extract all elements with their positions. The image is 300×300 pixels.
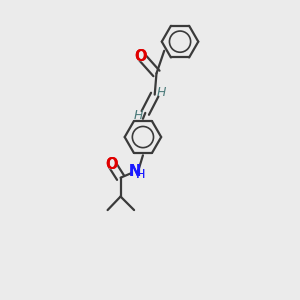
Text: H: H [134, 109, 143, 122]
Text: N: N [129, 164, 142, 179]
Text: O: O [106, 157, 118, 172]
Bar [132, 169, 142, 175]
Text: H: H [136, 168, 145, 181]
Bar [138, 53, 145, 61]
Text: N: N [129, 164, 142, 179]
Text: H: H [136, 168, 145, 181]
Bar [109, 161, 116, 168]
Text: O: O [106, 157, 118, 172]
Text: O: O [135, 49, 147, 64]
Text: O: O [135, 49, 147, 64]
Text: H: H [157, 86, 166, 99]
